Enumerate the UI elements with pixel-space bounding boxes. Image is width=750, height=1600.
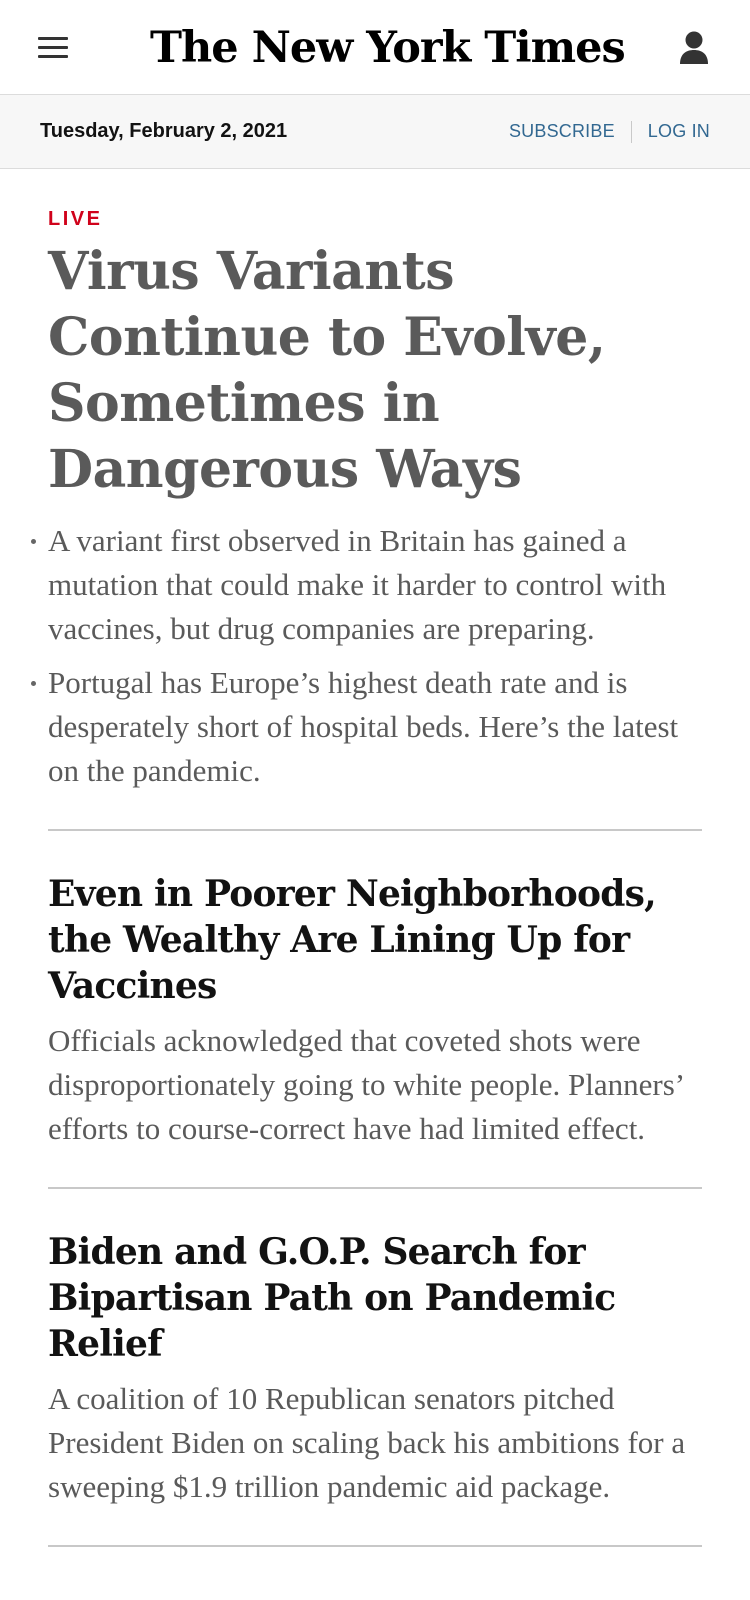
lead-story-bullets: A variant first observed in Britain has …	[31, 519, 702, 793]
current-date: Tuesday, February 2, 2021	[40, 120, 288, 142]
story-card[interactable]: Even in Poorer Neighborhoods, the Wealth…	[48, 871, 702, 1151]
story-card[interactable]: Biden and G.O.P. Search for Bipartisan P…	[48, 1229, 702, 1509]
subscribe-link[interactable]: SUBSCRIBE	[508, 121, 615, 141]
lead-story: LIVE Virus Variants Continue to Evolve, …	[31, 205, 702, 793]
lead-story-bullet[interactable]: Portugal has Europe’s highest death rate…	[31, 661, 702, 793]
story-summary: Officials acknowledged that coveted shot…	[48, 1023, 683, 1146]
story-summary: A coalition of 10 Republican senators pi…	[48, 1381, 686, 1504]
hamburger-menu-icon[interactable]	[38, 37, 68, 59]
bullet-dot-icon	[31, 681, 36, 686]
lead-story-headline[interactable]: Virus Variants Continue to Evolve, Somet…	[48, 241, 606, 500]
link-divider	[630, 120, 632, 143]
story-divider	[48, 1187, 702, 1189]
news-feed: LIVE Virus Variants Continue to Evolve, …	[31, 205, 702, 1587]
login-link[interactable]: LOG IN	[647, 121, 710, 141]
nyt-logo[interactable]: The New York Times	[150, 23, 626, 73]
masthead: The New York Times	[0, 0, 750, 95]
lead-story-bullet[interactable]: A variant first observed in Britain has …	[31, 519, 702, 651]
story-headline[interactable]: Even in Poorer Neighborhoods, the Wealth…	[48, 873, 657, 1007]
date-bar: Tuesday, February 2, 2021 SUBSCRIBE LOG …	[0, 95, 750, 169]
story-divider	[48, 1545, 702, 1547]
live-badge: LIVE	[48, 208, 103, 230]
bullet-text: A variant first observed in Britain has …	[48, 523, 667, 646]
user-account-icon[interactable]	[678, 30, 710, 66]
story-headline[interactable]: Biden and G.O.P. Search for Bipartisan P…	[48, 1231, 616, 1365]
auth-links: SUBSCRIBE LOG IN	[509, 95, 710, 168]
story-divider	[48, 829, 702, 831]
bullet-dot-icon	[31, 539, 36, 544]
bullet-text: Portugal has Europe’s highest death rate…	[48, 665, 679, 788]
